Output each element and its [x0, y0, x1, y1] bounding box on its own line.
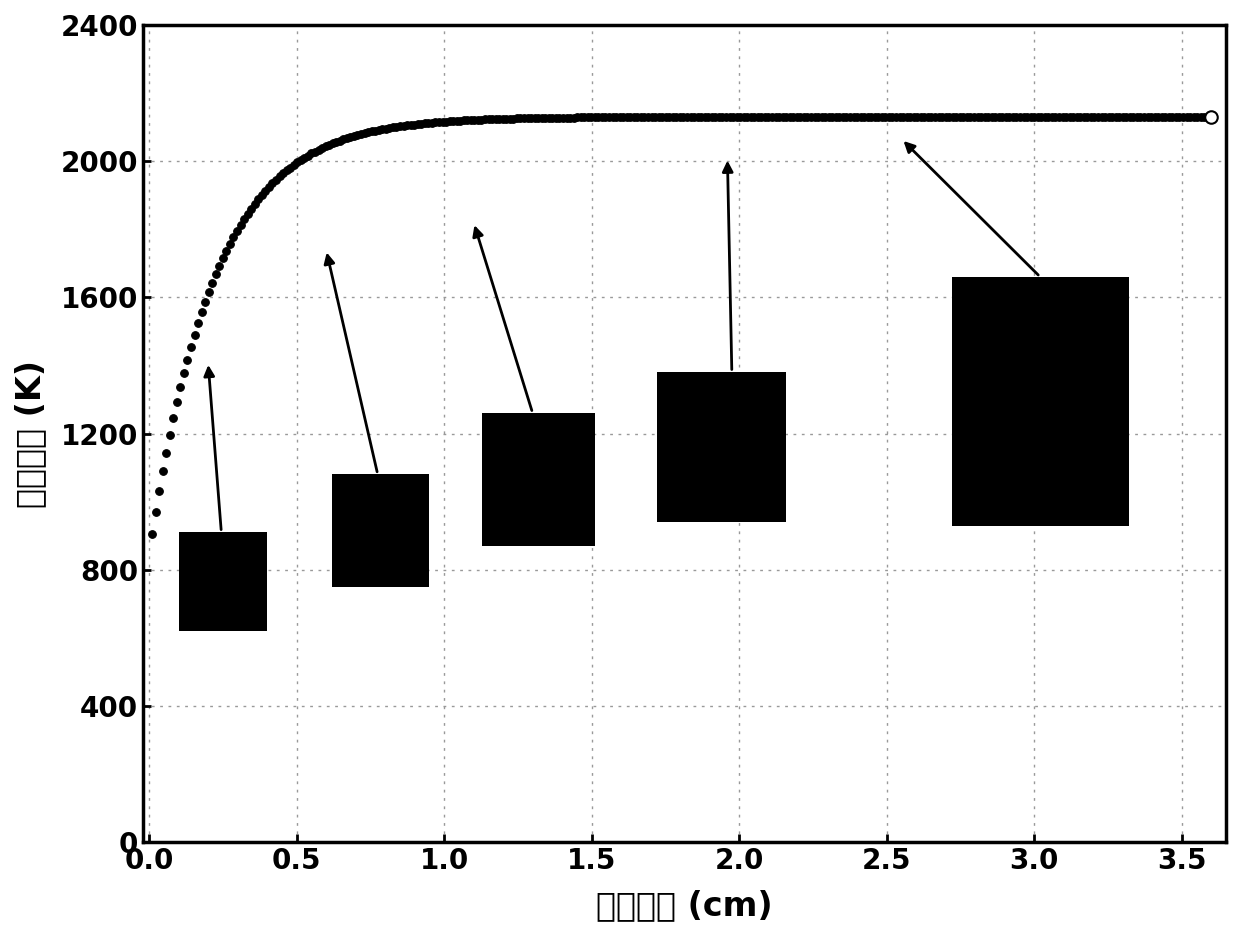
Bar: [951, 277, 1128, 526]
Bar: [179, 533, 267, 631]
Bar: [657, 373, 786, 522]
Bar: [332, 475, 429, 587]
X-axis label: 火焉半径 (cm): 火焉半径 (cm): [596, 889, 773, 922]
Bar: [482, 413, 595, 546]
Y-axis label: 火焉温度 (K): 火焉温度 (K): [14, 359, 47, 507]
